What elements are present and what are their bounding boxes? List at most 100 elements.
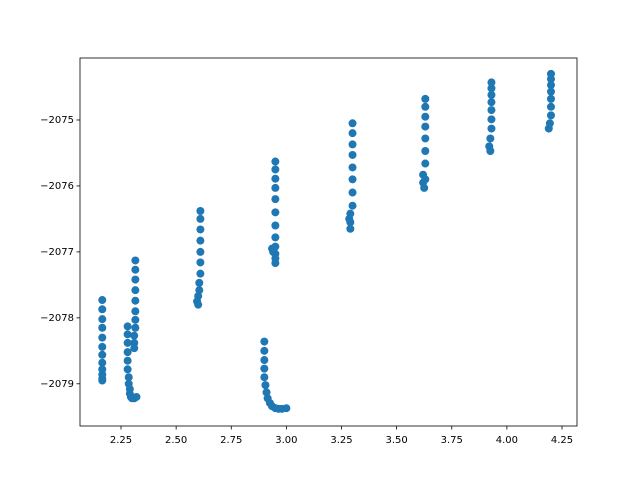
point: [124, 373, 133, 382]
point: [131, 275, 140, 284]
point: [98, 350, 107, 359]
point: [271, 183, 280, 192]
x-tick-label: 3.50: [386, 435, 408, 446]
point: [98, 296, 107, 305]
point: [131, 315, 140, 324]
point: [98, 315, 107, 324]
point: [348, 150, 357, 159]
y-tick-label: −2076: [40, 181, 74, 192]
point: [98, 342, 107, 351]
point: [421, 134, 430, 143]
point: [196, 269, 205, 278]
point: [487, 84, 496, 93]
point: [194, 300, 203, 309]
point: [98, 305, 107, 314]
x-tick-label: 3.00: [275, 435, 297, 446]
point: [271, 221, 280, 230]
point: [348, 201, 357, 210]
point: [196, 214, 205, 223]
y-tick-label: −2075: [40, 115, 74, 126]
point: [348, 188, 357, 197]
point: [271, 233, 280, 242]
point: [98, 323, 107, 332]
point: [196, 247, 205, 256]
x-tick-label: 2.25: [110, 435, 132, 446]
point: [546, 102, 555, 111]
point: [131, 323, 140, 332]
x-tick-label: 2.50: [165, 435, 187, 446]
point: [546, 94, 555, 103]
point: [271, 174, 280, 183]
point: [131, 256, 140, 265]
x-tick-label: 3.25: [330, 435, 352, 446]
point: [260, 337, 269, 346]
point: [421, 102, 430, 111]
point: [123, 356, 132, 365]
point: [348, 163, 357, 172]
y-tick-label: −2079: [40, 379, 74, 390]
x-tick-label: 4.00: [496, 435, 518, 446]
point: [487, 106, 496, 115]
point: [196, 225, 205, 234]
point: [345, 214, 354, 223]
point: [196, 258, 205, 267]
point: [546, 81, 555, 90]
point: [348, 175, 357, 184]
point: [123, 322, 132, 331]
point: [260, 356, 269, 365]
y-tick-label: −2078: [40, 313, 74, 324]
point: [420, 183, 429, 192]
point: [421, 146, 430, 155]
point: [486, 134, 495, 143]
point: [487, 124, 496, 133]
point: [130, 331, 139, 340]
point: [271, 208, 280, 217]
point: [98, 333, 107, 342]
point: [487, 115, 496, 124]
point: [131, 307, 140, 316]
point: [421, 94, 430, 103]
point: [123, 365, 132, 374]
point: [271, 195, 280, 204]
x-tick-label: 3.75: [441, 435, 463, 446]
point: [262, 388, 271, 397]
point: [131, 296, 140, 305]
x-tick-label: 2.75: [220, 435, 242, 446]
y-tick-label: −2077: [40, 247, 74, 258]
point: [260, 364, 269, 373]
point: [544, 124, 553, 133]
point: [132, 392, 141, 401]
point: [486, 146, 495, 155]
point: [260, 346, 269, 355]
point: [487, 90, 496, 99]
point: [421, 159, 430, 168]
point: [271, 157, 280, 166]
point: [271, 259, 280, 268]
point: [346, 224, 355, 233]
point: [487, 98, 496, 107]
point: [195, 286, 204, 295]
point: [282, 404, 291, 413]
point: [546, 75, 555, 84]
point: [123, 330, 132, 339]
point: [123, 348, 132, 357]
axes-frame: [79, 57, 578, 427]
point: [269, 247, 278, 256]
point: [98, 358, 107, 367]
point: [195, 278, 204, 287]
point: [131, 286, 140, 295]
point: [546, 87, 555, 96]
x-tick-label: 4.25: [551, 435, 573, 446]
point: [261, 381, 270, 390]
point: [196, 207, 205, 216]
point: [348, 129, 357, 138]
point: [131, 265, 140, 274]
point: [130, 344, 139, 353]
point: [421, 122, 430, 131]
point: [98, 376, 107, 385]
point: [271, 165, 280, 174]
point: [196, 236, 205, 245]
point: [348, 140, 357, 149]
point: [348, 119, 357, 128]
